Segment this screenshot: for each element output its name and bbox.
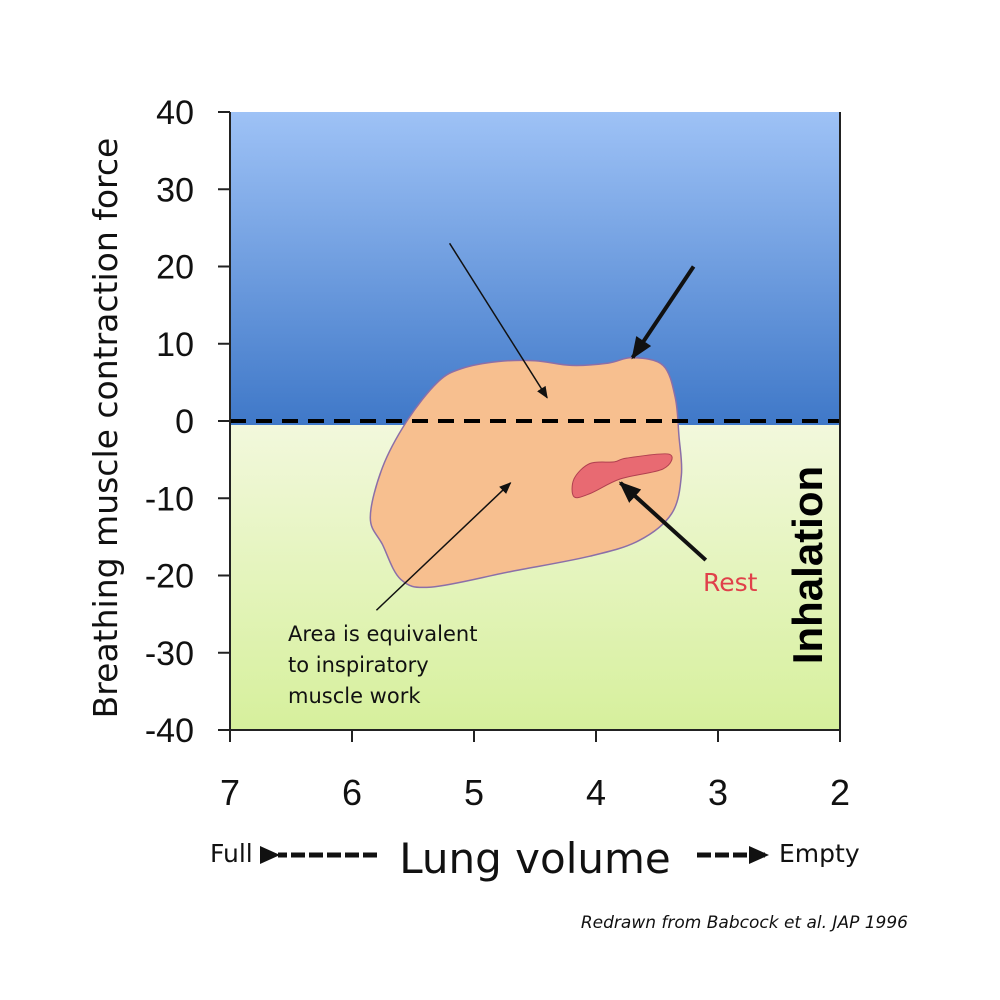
y-tick-label: 10 — [156, 326, 194, 364]
x-axis-label: Lung volume — [399, 834, 671, 883]
x-tick-label: 5 — [464, 772, 484, 813]
y-tick-label: 40 — [156, 94, 194, 132]
y-tick-label: 30 — [156, 171, 194, 209]
exercise-loop — [369, 356, 683, 589]
y-tick-label: -20 — [145, 558, 194, 596]
arrow-to-loop-corner-icon — [630, 265, 696, 360]
x-tick-label: 4 — [586, 772, 606, 813]
arrow-to-rest-icon — [618, 481, 708, 562]
inhalation-label: Inhalation — [784, 466, 831, 664]
note-area: Area is equivalent to inspiratory muscle… — [288, 622, 484, 708]
note-line: Area is equivalent — [288, 622, 477, 646]
x-tick-label: 6 — [342, 772, 362, 813]
direction-label-full: Full — [210, 839, 253, 868]
direction-label-empty: Empty — [779, 839, 860, 868]
x-tick-label: 7 — [220, 772, 240, 813]
y-tick-label: -10 — [145, 480, 194, 518]
rest-loop — [571, 453, 673, 499]
y-tick-label: -30 — [145, 635, 194, 673]
y-axis-label: Breathing muscle contraction force — [86, 138, 125, 719]
y-tick-label: 0 — [175, 403, 194, 441]
credit-text: Redrawn from Babcock et al. JAP 1996 — [581, 913, 908, 933]
arrow-to-loop-top-icon — [448, 242, 548, 399]
note-line: muscle work — [288, 684, 421, 708]
note-line: to inspiratory — [288, 653, 429, 677]
arrow-to-loop-inside-icon — [375, 482, 512, 611]
y-tick-label: -40 — [145, 712, 194, 750]
x-tick-label: 2 — [830, 772, 850, 813]
x-tick-label: 3 — [708, 772, 728, 813]
rest-label: Rest — [703, 568, 758, 597]
y-tick-label: 20 — [156, 249, 194, 287]
